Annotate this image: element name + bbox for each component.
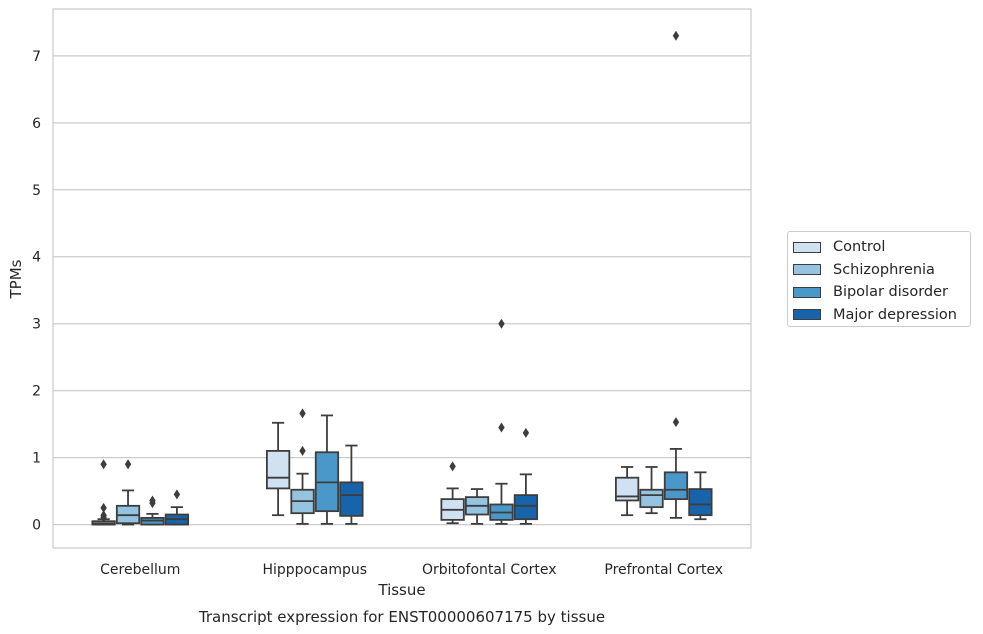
box-0-3 [164,489,190,526]
box-0-2 [140,495,165,526]
outlier-point [498,318,505,329]
outlier-point [522,427,530,438]
legend-item: Control [793,236,970,259]
box-2-3 [513,427,539,525]
x-axis-label: Tissue [377,581,425,599]
box-iqr [265,450,291,490]
box-iqr [639,488,664,509]
box-3-3 [688,471,713,521]
outlier-point [149,495,156,506]
outlier-point [299,445,306,456]
y-tick-labels: 0 1 2 3 4 5 6 7 [32,49,41,534]
y-tick-label: 5 [32,183,41,199]
outlier-point [672,417,680,428]
y-tick-label: 6 [32,116,41,132]
y-tick-label: 4 [32,250,41,266]
box-3-2 [663,30,689,519]
box-3-0 [614,466,640,517]
x-tick-label: Cerebellum [100,562,180,578]
y-tick-label: 3 [32,317,41,333]
box-iqr [663,471,689,501]
plot-frame [52,8,752,549]
outlier-point [299,408,306,419]
legend-label: Control [833,239,886,256]
outlier-point [124,459,132,470]
y-tick-label: 1 [32,451,41,467]
box-3-1 [639,466,664,515]
box-1-3 [339,444,364,525]
legend: Control Schizophrenia Bipolar disorder Majo… [787,231,971,327]
box-iqr [614,476,640,502]
legend-item: Bipolar disorder [793,281,970,304]
legend-swatch [793,286,821,298]
legend-item: Major depression [793,304,970,327]
box-0-0 [91,459,116,526]
figure-caption: Transcript expression for ENST0000060717… [198,608,605,626]
grid-lines [53,55,751,526]
box-2-1 [464,488,490,525]
box-1-0 [265,421,291,517]
box-2-2 [489,318,514,525]
outlier-point [173,489,181,500]
outlier-point [449,461,456,472]
legend-label: Schizophrenia [833,261,935,278]
legend-swatch [793,264,821,276]
x-tick-label: Hipppocampus [262,562,367,578]
x-tick-label: Prefrontal Cortex [604,562,723,578]
box-iqr [688,488,713,517]
y-tick-label: 2 [32,384,41,400]
legend-label: Major depression [833,306,957,323]
y-tick-label: 0 [32,518,41,534]
y-tick-label: 7 [32,49,41,65]
box-0-1 [115,459,141,526]
box-groups [91,30,713,526]
outlier-point [100,459,107,470]
box-1-1 [290,408,315,525]
legend-item: Schizophrenia [793,259,970,282]
outlier-point [498,422,505,433]
box-2-0 [440,461,465,525]
x-tick-label: Orbitofontal Cortex [422,562,557,578]
outlier-point [100,510,107,521]
x-tick-labels: Cerebellum Hipppocampus Orbitofontal Corte… [100,562,723,578]
box-iqr [513,494,539,521]
outlier-point [672,30,680,41]
y-axis-label: TPMs [7,259,25,299]
legend-swatch [793,309,821,321]
box-1-2 [314,414,340,525]
outlier-point [100,502,107,513]
legend-label: Bipolar disorder [833,284,948,301]
box-iqr [339,481,364,517]
legend-swatch [793,241,821,253]
